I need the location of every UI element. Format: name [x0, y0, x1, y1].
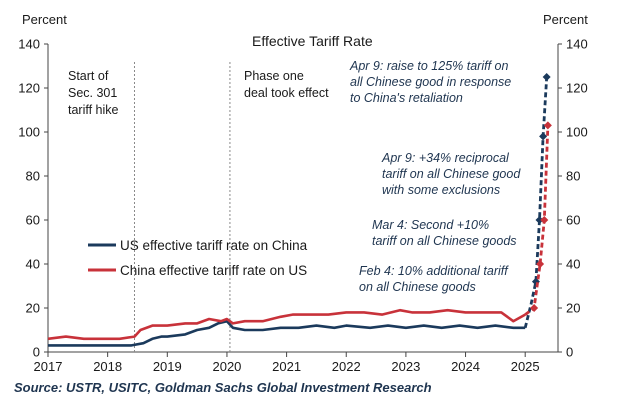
series-lines: [47, 73, 552, 347]
annotation-mar4: Mar 4: Second +10% tariff on all Chinese…: [372, 218, 517, 248]
annotation-phase-one: Phase one deal took effect: [244, 69, 329, 100]
annotation-phase-one-line-1: Phase one: [244, 69, 304, 83]
x-tick-label: 2018: [93, 359, 122, 374]
y-tick-label-right: 40: [566, 257, 580, 272]
y-tick-label-right: 60: [566, 213, 580, 228]
legend-label-us: US effective tariff rate on China: [120, 238, 308, 253]
annotation-mar4-line-2: tariff on all Chinese goods: [372, 234, 517, 248]
y-axis-label-left: Percent: [22, 12, 67, 27]
y-tick-label-right: 20: [566, 301, 580, 316]
china-tariff-point: [540, 216, 549, 224]
x-tick-label: 2023: [391, 359, 420, 374]
annotation-apr9-125: Apr 9: raise to 125% tariff on all Chine…: [349, 59, 511, 105]
us-tariff-dashed-line: [523, 76, 549, 329]
y-tick-label-left: 140: [18, 37, 40, 52]
x-tick-label: 2025: [511, 359, 540, 374]
annotation-feb4-line-1: Feb 4: 10% additional tariff: [359, 264, 509, 278]
y-tick-label-right: 100: [566, 125, 588, 140]
legend: US effective tariff rate on China China …: [88, 238, 308, 278]
us-tariff-point: [539, 132, 548, 141]
y-tick-label-left: 120: [18, 81, 40, 96]
annotation-start-301: Start of Sec. 301 tariff hike: [68, 69, 119, 117]
annotation-start-301-line-2: Sec. 301: [68, 86, 117, 100]
y-tick-label-left: 0: [33, 345, 40, 360]
annotation-start-301-line-3: tariff hike: [68, 103, 119, 117]
annotation-feb4-line-2: on all Chinese goods: [359, 280, 476, 294]
annotation-apr9-34: Apr 9: +34% reciprocal tariff on all Chi…: [381, 151, 521, 197]
us-tariff-point: [542, 73, 551, 81]
annotation-start-301-line-1: Start of: [68, 69, 109, 83]
event-lines: [133, 62, 231, 352]
y-tick-label-left: 60: [26, 213, 40, 228]
y-tick-label-left: 100: [18, 125, 40, 140]
us-tariff-point: [535, 216, 544, 224]
annotation-apr9-125-line-2: all Chinese good in response: [350, 75, 511, 89]
chart-title: Effective Tariff Rate: [252, 33, 373, 49]
annotation-mar4-line-1: Mar 4: Second +10%: [372, 218, 489, 232]
china-tariff-dashed-line: [524, 125, 550, 316]
x-tick-label: 2017: [34, 359, 63, 374]
annotation-apr9-34-line-2: tariff on all Chinese good: [382, 167, 521, 181]
y-tick-label-right: 140: [566, 37, 588, 52]
china-tariff-point: [530, 304, 539, 312]
x-tick-label: 2020: [212, 359, 241, 374]
annotation-apr9-34-line-3: with some exclusions: [382, 183, 500, 197]
y-tick-label-right: 0: [566, 345, 573, 360]
china-tariff-line: [47, 308, 526, 341]
y-tick-label-left: 80: [26, 169, 40, 184]
y-tick-label-right: 120: [566, 81, 588, 96]
annotation-apr9-125-line-3: to China's retaliation: [350, 91, 463, 105]
annotation-feb4: Feb 4: 10% additional tariff on all Chin…: [359, 264, 509, 294]
x-tick-label: 2021: [272, 359, 301, 374]
y-axis-label-right: Percent: [543, 12, 588, 27]
legend-label-china: China effective tariff rate on US: [120, 263, 307, 278]
annotation-apr9-34-line-1: Apr 9: +34% reciprocal: [381, 151, 510, 165]
y-tick-label-left: 20: [26, 301, 40, 316]
x-tick-label: 2022: [332, 359, 361, 374]
china-tariff-point: [543, 121, 552, 130]
china-tariff-point: [536, 260, 545, 268]
x-tick-label: 2024: [451, 359, 480, 374]
x-tick-label: 2019: [153, 359, 182, 374]
y-tick-label-right: 80: [566, 169, 580, 184]
source-note: Source: USTR, USITC, Goldman Sachs Globa…: [14, 380, 432, 395]
us-tariff-line: [48, 319, 526, 347]
annotation-phase-one-line-2: deal took effect: [244, 86, 329, 100]
y-tick-label-left: 40: [26, 257, 40, 272]
annotation-apr9-125-line-1: Apr 9: raise to 125% tariff on: [349, 59, 508, 73]
